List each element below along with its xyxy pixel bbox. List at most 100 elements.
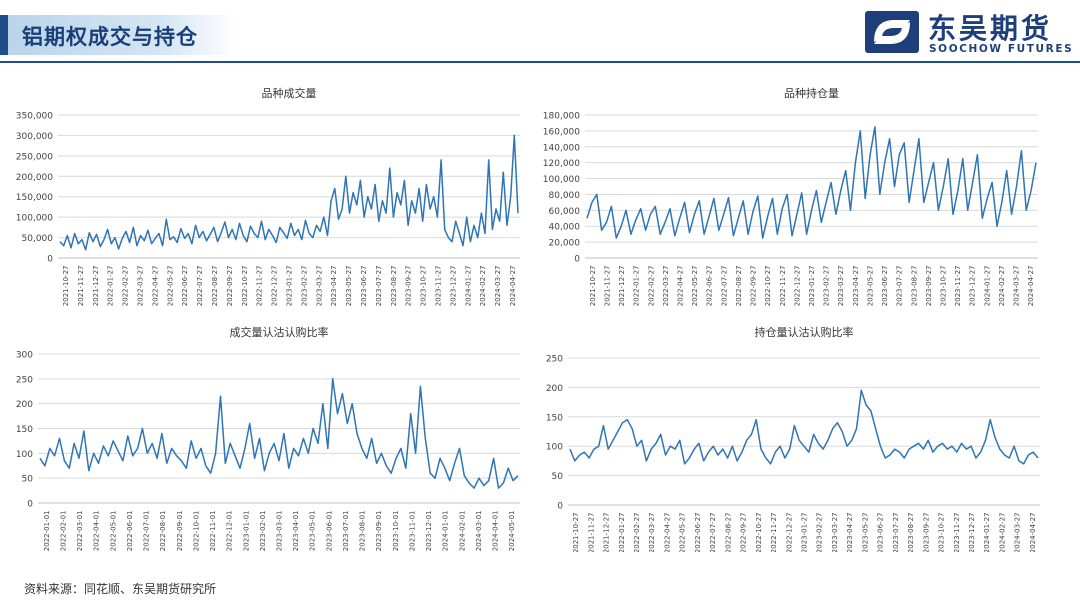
x-tick-label: 2022-05-27 xyxy=(691,266,699,307)
y-tick-label: 100,000 xyxy=(543,175,580,185)
x-tick-label: 2022-07-27 xyxy=(709,513,717,553)
y-tick-label: 0 xyxy=(557,502,563,512)
x-tick-label: 2023-10-27 xyxy=(940,266,948,307)
x-tick-label: 2023-09-27 xyxy=(925,266,933,307)
x-tick-label: 2023-11-01 xyxy=(408,511,416,552)
x-tick-label: 2021-11-27 xyxy=(603,266,611,307)
x-tick-label: 2024-03-27 xyxy=(1013,266,1021,307)
chart-title: 品种成交量 xyxy=(262,86,317,100)
x-tick-label: 2022-08-27 xyxy=(724,513,732,553)
slide-header: 铝期权成交与持仓 东吴期货 SOOCHOW FUTURES xyxy=(0,0,1080,64)
x-tick-label: 2023-04-27 xyxy=(846,513,854,553)
y-tick-label: 160,000 xyxy=(543,127,580,137)
x-tick-label: 2023-12-27 xyxy=(969,266,977,307)
x-tick-label: 2022-07-01 xyxy=(143,511,151,552)
x-tick-label: 2022-02-01 xyxy=(59,511,67,552)
x-tick-label: 2022-07-27 xyxy=(196,266,204,307)
y-tick-label: 50 xyxy=(552,472,564,482)
source-note: 资料来源：同花顺、东吴期货研究所 xyxy=(24,582,217,596)
x-tick-label: 2023-10-27 xyxy=(938,513,946,553)
x-tick-label: 2023-06-01 xyxy=(325,511,333,552)
brand-name-cn: 东吴期货 xyxy=(928,12,1053,45)
x-tick-label: 2022-11-27 xyxy=(256,266,264,307)
chart-oi-pc-ratio: 持仓量认沽认购比率 0 50 100 150 200 250 2021-10-27 2021-1… xyxy=(540,322,1080,552)
x-tick-label: 2023-12-01 xyxy=(425,511,433,552)
x-tick-label: 2022-10-27 xyxy=(241,266,249,307)
y-tick-label: 100 xyxy=(546,443,563,453)
x-tick-label: 2022-09-27 xyxy=(226,266,234,307)
chart-title: 持仓量认沽认购比率 xyxy=(755,325,854,339)
y-tick-label: 60,000 xyxy=(549,207,581,217)
x-tick-label: 2022-05-01 xyxy=(109,511,117,552)
x-tick-label: 2023-07-01 xyxy=(342,511,350,552)
y-tick-label: 150,000 xyxy=(16,193,53,203)
x-tick-label: 2022-11-27 xyxy=(779,266,787,307)
x-tick-label: 2023-06-27 xyxy=(877,513,885,553)
x-tick-label: 2022-06-27 xyxy=(694,513,702,553)
x-tick-label: 2024-04-27 xyxy=(1029,513,1037,553)
brand-name-en: SOOCHOW FUTURES xyxy=(929,43,1074,55)
x-tick-label: 2023-02-27 xyxy=(816,513,824,553)
x-tick-label: 2022-10-27 xyxy=(764,266,772,307)
x-tick-label: 2022-12-01 xyxy=(226,511,234,552)
chart-oi-pc-ratio-svg: 持仓量认沽认购比率 0 50 100 150 200 250 2021-10-27 2021-1… xyxy=(546,325,1040,553)
x-tick-label: 2023-08-27 xyxy=(910,266,918,307)
y-tick-label: 200 xyxy=(546,384,563,394)
y-tick-label: 80,000 xyxy=(549,191,581,201)
x-tick-label: 2022-05-27 xyxy=(679,513,687,553)
x-tick-label: 2022-09-27 xyxy=(750,266,758,307)
chart-volume-pc-ratio-svg: 成交量认沽认购比率 0 50 100 150 200 250 300 2022-01-01 202… xyxy=(16,325,520,552)
x-tick-label: 2021-12-27 xyxy=(603,513,611,553)
x-tick-label: 2021-10-27 xyxy=(572,513,580,553)
y-tick-label: 50 xyxy=(22,475,34,485)
x-tick-label: 2023-06-27 xyxy=(360,266,368,307)
x-tick-label: 2024-01-27 xyxy=(983,513,991,553)
x-tick-label: 2022-10-27 xyxy=(755,513,763,553)
x-tick-label: 2022-09-27 xyxy=(740,513,748,553)
y-tick-label: 180,000 xyxy=(543,112,580,122)
x-tick-label: 2024-05-01 xyxy=(508,511,516,552)
x-tick-label: 2023-02-27 xyxy=(300,266,308,307)
y-tick-label: 250 xyxy=(546,355,563,365)
x-tick-label: 2023-12-27 xyxy=(968,513,976,553)
x-tick-label: 2024-04-27 xyxy=(1027,266,1035,307)
title-bar xyxy=(0,15,236,55)
x-tick-label: 2023-12-27 xyxy=(449,266,457,307)
y-tick-label: 0 xyxy=(27,500,33,510)
x-tick-label: 2022-02-27 xyxy=(122,266,130,307)
x-tick-label: 2022-08-27 xyxy=(211,266,219,307)
x-tick-label: 2023-09-27 xyxy=(922,513,930,553)
x-tick-label: 2022-06-27 xyxy=(706,266,714,307)
x-tick-label: 2023-05-27 xyxy=(345,266,353,307)
x-tick-label: 2022-03-27 xyxy=(662,266,670,307)
x-tick-label: 2022-04-27 xyxy=(676,266,684,307)
x-tick-label: 2022-06-01 xyxy=(126,511,134,552)
y-tick-label: 200,000 xyxy=(16,173,53,183)
chart-open-interest-svg: 品种持仓量 0 20,000 40,000 60,000 80,000 100,000 120… xyxy=(543,86,1038,307)
x-tick-label: 2023-05-27 xyxy=(866,266,874,307)
x-tick-label: 2022-03-27 xyxy=(136,266,144,307)
chart-volume-pc-ratio: 成交量认沽认购比率 0 50 100 150 200 250 300 2022-01-01 202… xyxy=(0,322,540,552)
y-tick-label: 140,000 xyxy=(543,143,580,153)
chart-title: 品种持仓量 xyxy=(784,86,839,100)
x-tick-label: 2023-09-27 xyxy=(405,266,413,307)
x-tick-label: 2023-08-01 xyxy=(359,511,367,552)
x-tick-label: 2022-06-27 xyxy=(181,266,189,307)
x-tick-label: 2023-05-01 xyxy=(309,511,317,552)
x-tick-label: 2022-01-01 xyxy=(43,511,51,552)
x-tick-label: 2024-01-27 xyxy=(983,266,991,307)
x-tick-label: 2022-02-27 xyxy=(633,513,641,553)
x-tick-label: 2024-01-27 xyxy=(464,266,472,307)
x-tick-label: 2022-03-01 xyxy=(76,511,84,552)
page-title: 铝期权成交与持仓 xyxy=(22,25,198,49)
y-tick-label: 50,000 xyxy=(22,234,54,244)
x-tick-label: 2024-02-27 xyxy=(998,266,1006,307)
y-tick-label: 200 xyxy=(16,400,33,410)
x-tick-label: 2023-07-27 xyxy=(375,266,383,307)
x-tick-label: 2022-08-27 xyxy=(735,266,743,307)
x-tick-label: 2023-08-27 xyxy=(390,266,398,307)
x-tick-label: 2022-11-01 xyxy=(209,511,217,552)
x-tick-label: 2023-11-27 xyxy=(953,513,961,553)
x-tick-label: 2021-11-27 xyxy=(587,513,595,553)
x-tick-label: 2022-02-27 xyxy=(647,266,655,307)
